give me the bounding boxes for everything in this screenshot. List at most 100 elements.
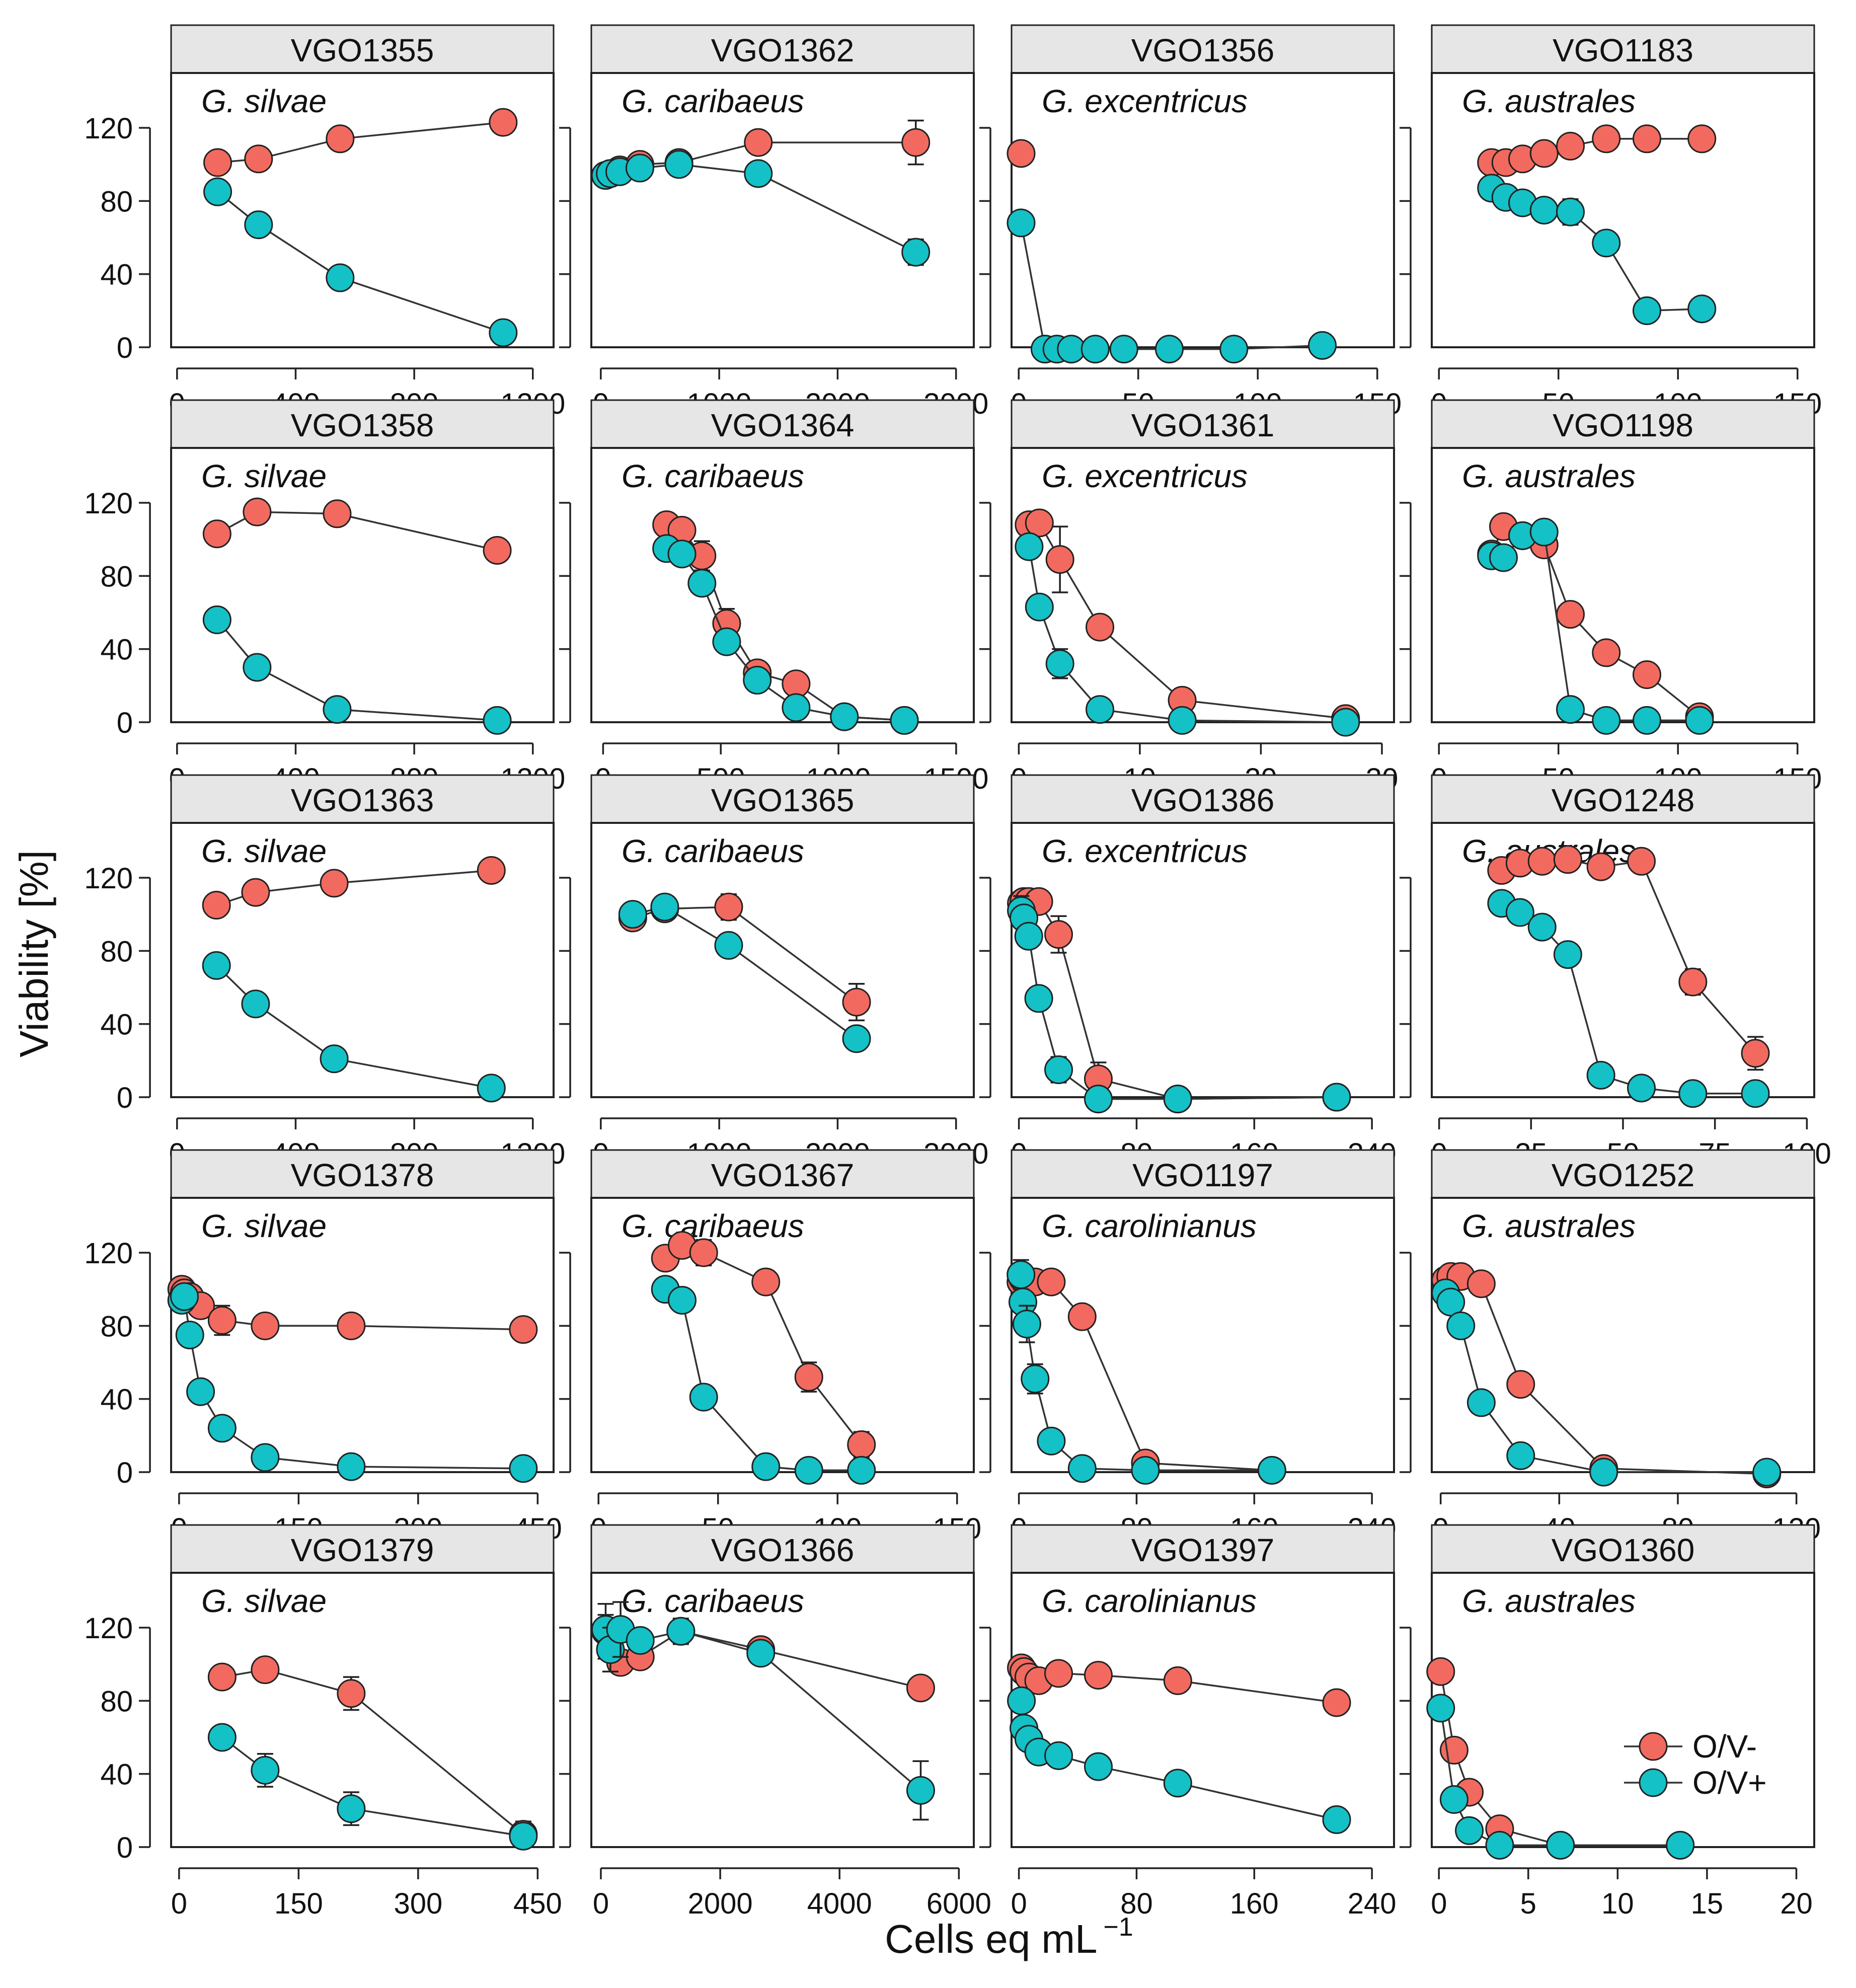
data-point — [1439, 1785, 1468, 1814]
series-ov-plus — [202, 951, 506, 1103]
data-point — [1322, 1688, 1351, 1717]
data-point — [1529, 196, 1559, 224]
data-point — [625, 154, 654, 183]
series-ov-minus — [1007, 139, 1036, 168]
data-point — [847, 1430, 876, 1459]
series-ov-minus — [203, 108, 518, 177]
data-point — [241, 878, 270, 907]
data-point — [1752, 1458, 1782, 1487]
panel-frame — [1011, 447, 1395, 723]
data-point — [1553, 940, 1582, 969]
panel-strip — [1011, 399, 1395, 449]
data-point — [1489, 543, 1518, 572]
data-point — [901, 128, 931, 157]
y-tick-label: 0 — [117, 1831, 133, 1864]
data-point — [1037, 1426, 1066, 1456]
species-label: G. silvae — [201, 83, 327, 119]
data-point — [714, 931, 743, 960]
species-label: G. caribaeus — [622, 1208, 804, 1244]
data-point — [1024, 984, 1053, 1013]
data-point — [202, 951, 231, 980]
data-point — [1044, 1741, 1073, 1770]
panel-VGO1366: VGO1366 G. caribaeus 0 2000 4000 6000 — [559, 1524, 991, 1920]
panel-frame — [1431, 72, 1815, 348]
panel-frame — [170, 72, 555, 348]
data-point — [244, 210, 273, 240]
data-point — [1687, 294, 1717, 324]
data-point — [847, 1456, 876, 1485]
data-point — [782, 693, 811, 722]
data-point — [842, 1024, 871, 1053]
series-ov-minus — [1477, 124, 1717, 177]
data-point — [1219, 335, 1249, 364]
data-point — [1086, 613, 1115, 642]
data-point — [202, 519, 231, 549]
x-axis-label-text: Cells eq mL — [885, 1917, 1097, 1961]
species-label: G. caribaeus — [622, 833, 804, 869]
panel-title: VGO1364 — [711, 407, 855, 443]
data-point — [1021, 1364, 1050, 1394]
data-point — [1426, 1657, 1455, 1686]
series-ov-plus — [618, 892, 871, 1053]
series-line — [1445, 1275, 1767, 1475]
series-ov-plus — [1487, 889, 1770, 1108]
y-tick-label: 120 — [84, 487, 133, 520]
panel-strip — [170, 1524, 555, 1574]
x-axis-label: Cells eq mL −1 — [885, 1913, 1133, 1961]
species-label: G. australes — [1462, 1583, 1636, 1619]
series-ov-plus — [207, 1723, 538, 1851]
species-label: G. carolinianus — [1042, 1208, 1257, 1244]
data-point — [1556, 600, 1585, 629]
data-point — [1678, 1079, 1708, 1108]
data-point — [1044, 1659, 1073, 1688]
panel-frame — [1431, 447, 1815, 723]
data-point — [1044, 1055, 1073, 1084]
data-point — [509, 1315, 538, 1344]
data-point — [1163, 1769, 1192, 1798]
species-label: G. australes — [1462, 458, 1636, 494]
y-tick-label: 40 — [100, 1758, 133, 1791]
x-tick-label: 80 — [1120, 1887, 1153, 1920]
species-label: G. excentricus — [1042, 83, 1248, 119]
series-line — [216, 511, 498, 552]
data-point — [1067, 1302, 1097, 1331]
data-point — [1044, 920, 1073, 949]
data-point — [1466, 1269, 1496, 1298]
series-line — [632, 906, 858, 1003]
panel-frame — [590, 1197, 975, 1473]
data-point — [901, 238, 931, 267]
panel-frame — [170, 1572, 555, 1848]
series-ov-plus — [651, 1275, 876, 1485]
y-tick-label: 80 — [100, 935, 133, 968]
data-point — [1084, 1660, 1113, 1690]
species-label: G. excentricus — [1042, 833, 1248, 869]
panel-title: VGO1367 — [711, 1157, 855, 1193]
panel-title: VGO1197 — [1132, 1157, 1273, 1193]
data-point — [1086, 695, 1115, 724]
panel-title: VGO1379 — [291, 1532, 434, 1568]
series-ov-minus — [167, 1275, 538, 1344]
data-point — [1666, 1830, 1695, 1860]
panel-strip — [590, 774, 975, 824]
data-point — [1308, 331, 1337, 360]
panel-strip — [590, 24, 975, 74]
data-point — [1014, 922, 1043, 951]
data-point — [244, 144, 273, 174]
data-point — [320, 869, 349, 898]
data-point — [241, 989, 270, 1019]
data-point — [251, 1311, 280, 1340]
panel-title: VGO1355 — [291, 32, 434, 68]
x-tick-label: 300 — [394, 1887, 442, 1920]
data-point — [1586, 852, 1615, 881]
data-point — [1155, 335, 1184, 364]
data-point — [906, 1673, 935, 1703]
data-point — [1627, 847, 1656, 876]
series-ov-minus — [207, 1655, 538, 1849]
